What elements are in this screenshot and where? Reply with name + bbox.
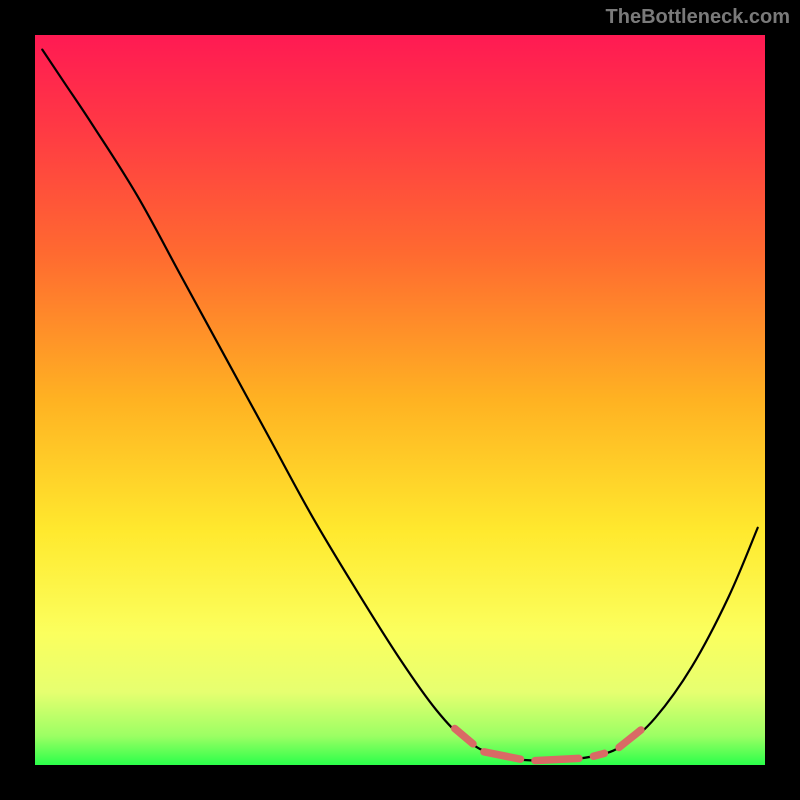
bottleneck-curve-chart: [0, 0, 800, 800]
chart-stage: TheBottleneck.com: [0, 0, 800, 800]
plot-gradient-area: [35, 35, 765, 765]
optimal-range-segment: [593, 753, 604, 756]
optimal-range-segment: [535, 758, 579, 760]
